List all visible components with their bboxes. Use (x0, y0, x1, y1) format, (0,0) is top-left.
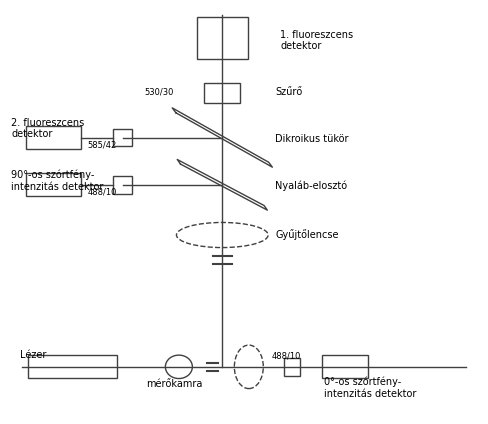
Text: 0°-os szórtfény-
intenzitás detektor: 0°-os szórtfény- intenzitás detektor (324, 377, 416, 399)
Bar (113, 129, 132, 146)
Text: 2. fluoreszcens
detektor: 2. fluoreszcens detektor (11, 117, 85, 139)
Text: 488/10: 488/10 (87, 187, 117, 196)
Bar (197, 17, 247, 59)
Bar (113, 176, 132, 194)
Bar (26, 173, 81, 196)
Text: Dikroikus tükör: Dikroikus tükör (275, 134, 349, 144)
Text: 1. fluoreszcens
detektor: 1. fluoreszcens detektor (280, 30, 353, 51)
Text: 530/30: 530/30 (144, 87, 174, 96)
Text: 488/10: 488/10 (272, 352, 301, 361)
Bar (323, 355, 368, 378)
Bar (204, 83, 241, 103)
Ellipse shape (177, 223, 268, 248)
Ellipse shape (234, 345, 264, 388)
Circle shape (165, 355, 192, 379)
Text: Szűrő: Szűrő (275, 87, 303, 97)
Text: Lézer: Lézer (20, 350, 46, 360)
Text: 585/42: 585/42 (87, 140, 117, 150)
Text: Gyűjtőlencse: Gyűjtőlencse (275, 229, 339, 240)
Bar (285, 358, 300, 376)
Text: 90°-os szórtfény-
intenzitás detektor: 90°-os szórtfény- intenzitás detektor (11, 170, 104, 192)
Text: Nyaláb-elosztó: Nyaláb-elosztó (275, 181, 347, 191)
Text: mérőkamra: mérőkamra (146, 379, 202, 388)
Bar (26, 126, 81, 149)
Bar (28, 355, 117, 378)
